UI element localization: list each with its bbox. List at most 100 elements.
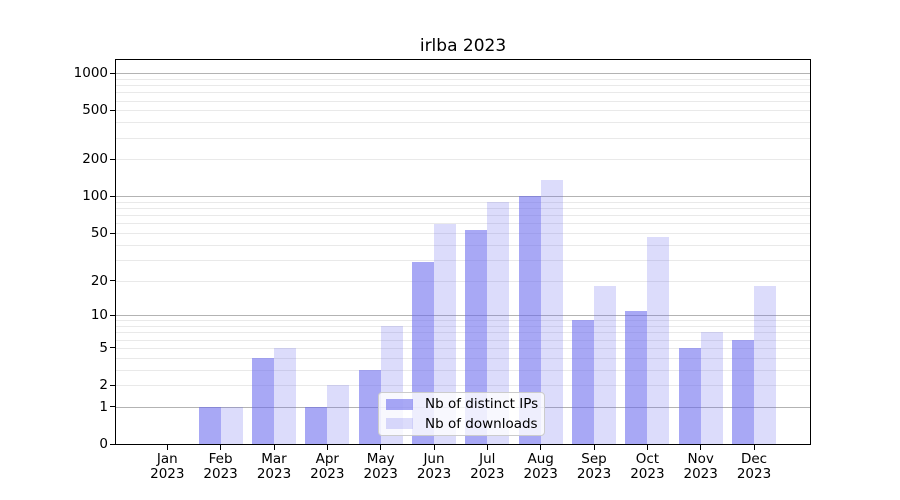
y-tick-label: 200: [82, 151, 108, 168]
x-tick: [753, 445, 755, 450]
y-tick: [110, 109, 115, 111]
y-tick-label: 5: [99, 339, 108, 356]
bar-downloads: [700, 332, 723, 444]
bar-downloads: [647, 237, 670, 444]
bar-downloads: [220, 406, 243, 444]
bar-distinct-ips: [625, 310, 648, 444]
y-gridline-minor: [116, 92, 810, 94]
y-gridline-minor: [116, 357, 810, 359]
x-tick-label: Aug 2023: [523, 451, 558, 482]
bar-downloads: [327, 385, 350, 444]
legend: Nb of distinct IPs Nb of downloads: [378, 392, 545, 436]
y-gridline-minor: [116, 332, 810, 334]
x-tick-label: Nov 2023: [683, 451, 718, 482]
y-tick: [110, 406, 115, 408]
y-tick-label: 100: [82, 188, 108, 205]
y-gridline-minor: [116, 201, 810, 203]
y-tick-label: 0: [99, 436, 108, 452]
y-gridline-minor: [116, 110, 810, 112]
x-tick: [380, 445, 382, 450]
y-gridline-minor: [116, 339, 810, 341]
y-tick-label: 50: [90, 225, 108, 241]
x-tick: [700, 445, 702, 450]
y-tick: [110, 384, 115, 386]
bar-downloads: [434, 224, 456, 444]
legend-swatch-downloads: [386, 418, 413, 430]
plot-area: Nb of distinct IPs Nb of downloads: [110, 59, 811, 450]
y-tick-label: 2: [99, 377, 108, 393]
x-tick-label: Apr 2023: [310, 451, 345, 482]
x-tick-label: Sep 2023: [576, 451, 612, 482]
x-tick: [593, 445, 595, 450]
x-tick-label: Jan 2023: [150, 451, 185, 482]
y-tick: [110, 232, 115, 234]
y-gridline-minor: [116, 137, 810, 139]
x-tick-label: May 2023: [363, 451, 398, 482]
y-gridline-minor: [116, 85, 810, 87]
y-gridline-minor: [116, 233, 810, 234]
y-tick: [110, 158, 115, 160]
y-gridline-minor: [116, 385, 810, 386]
y-tick-label: 1: [99, 398, 108, 415]
y-gridline-minor: [116, 259, 810, 261]
bar-downloads: [594, 286, 616, 444]
y-gridline-major: [116, 73, 810, 75]
y-gridline-minor: [116, 320, 810, 322]
legend-item-distinct-ips: Nb of distinct IPs: [386, 396, 544, 412]
x-tick-label: Dec 2023: [736, 451, 772, 482]
x-tick: [166, 445, 168, 450]
x-tick: [486, 445, 488, 450]
bar-distinct-ips: [732, 339, 754, 444]
y-tick-label: 500: [82, 102, 108, 119]
y-gridline-major: [116, 315, 810, 317]
bar-distinct-ips: [252, 357, 274, 444]
x-tick: [646, 445, 648, 450]
y-tick-label: 1000: [73, 65, 108, 82]
bar-downloads: [540, 180, 563, 444]
x-tick: [326, 445, 328, 450]
y-gridline-minor: [116, 100, 810, 102]
y-gridline-minor: [116, 326, 810, 328]
bar-downloads: [487, 201, 510, 444]
y-tick: [110, 443, 115, 445]
y-tick: [110, 280, 115, 282]
y-gridline-minor: [116, 347, 810, 349]
y-gridline-minor: [116, 223, 810, 225]
y-gridline-minor: [116, 215, 810, 217]
y-tick: [110, 314, 115, 316]
legend-item-downloads: Nb of downloads: [386, 416, 544, 432]
y-gridline-minor: [116, 78, 810, 80]
y-gridline-minor: [116, 208, 810, 210]
y-tick: [110, 347, 115, 349]
y-gridline-minor: [116, 159, 810, 161]
bar-distinct-ips: [305, 406, 328, 444]
bar-distinct-ips: [678, 347, 701, 444]
x-tick-label: Mar 2023: [256, 451, 292, 482]
y-tick-label: 20: [90, 272, 108, 289]
bar-distinct-ips: [358, 369, 381, 444]
y-gridline-minor: [116, 244, 810, 246]
bar-downloads: [274, 347, 296, 444]
y-gridline-minor: [116, 369, 810, 371]
x-tick-label: Jul 2023: [470, 451, 505, 482]
x-tick-label: Oct 2023: [630, 451, 665, 482]
bar-distinct-ips: [465, 229, 488, 444]
y-tick-label: 10: [90, 307, 108, 324]
bar-distinct-ips: [198, 406, 221, 444]
x-tick: [273, 445, 275, 450]
y-gridline-minor: [116, 280, 810, 282]
y-gridline-major: [116, 196, 810, 198]
x-tick: [433, 445, 435, 450]
legend-swatch-distinct-ips: [386, 398, 413, 410]
x-tick-label: Jun 2023: [416, 451, 452, 482]
x-tick-label: Feb 2023: [203, 451, 238, 482]
x-tick: [540, 445, 542, 450]
bar-distinct-ips: [518, 196, 541, 444]
bar-distinct-ips: [572, 320, 594, 444]
chart-title: irlba 2023: [419, 36, 507, 56]
legend-label-distinct-ips: Nb of distinct IPs: [425, 396, 539, 413]
bar-downloads: [754, 286, 776, 444]
y-gridline-minor: [116, 122, 810, 124]
y-tick: [110, 195, 115, 197]
